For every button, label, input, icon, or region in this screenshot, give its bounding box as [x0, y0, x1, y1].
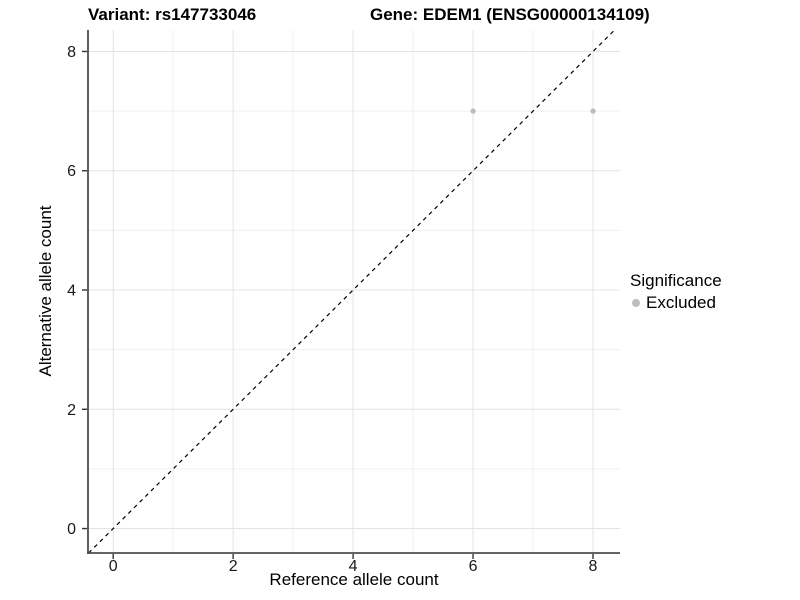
legend-key-dot-icon: [632, 299, 640, 307]
tick-label: 2: [67, 402, 76, 419]
data-points: [470, 108, 596, 114]
legend-item: Excluded: [632, 293, 722, 313]
legend-items: Excluded: [630, 293, 722, 313]
tick-label: 6: [469, 558, 478, 575]
tick-label: 2: [229, 558, 238, 575]
tick-label: 6: [67, 163, 76, 180]
y-axis-title: Alternative allele count: [36, 205, 55, 377]
data-point: [470, 108, 476, 114]
identity-dashed-line: [88, 29, 616, 554]
tick-label: 8: [589, 558, 598, 575]
tick-label: 8: [67, 44, 76, 61]
tick-labels: 0 2 4 6 8 0 2 4 6 8: [67, 44, 597, 575]
gridlines-minor: [88, 30, 620, 553]
gridlines-major: [88, 30, 620, 553]
plot-title-gene: Gene: EDEM1 (ENSG00000134109): [370, 5, 650, 24]
plot-title-variant: Variant: rs147733046: [88, 5, 257, 24]
legend-item-label: Excluded: [646, 293, 716, 312]
data-point: [590, 108, 596, 114]
tick-label: 0: [67, 521, 76, 538]
legend: Significance Excluded: [630, 271, 722, 313]
tick-label: 4: [349, 558, 358, 575]
tick-marks: [82, 50, 594, 559]
axis-lines: [87, 30, 620, 554]
tick-label: 0: [109, 558, 118, 575]
legend-title: Significance: [630, 271, 722, 290]
x-axis-title: Reference allele count: [269, 570, 439, 589]
tick-label: 4: [67, 283, 76, 300]
